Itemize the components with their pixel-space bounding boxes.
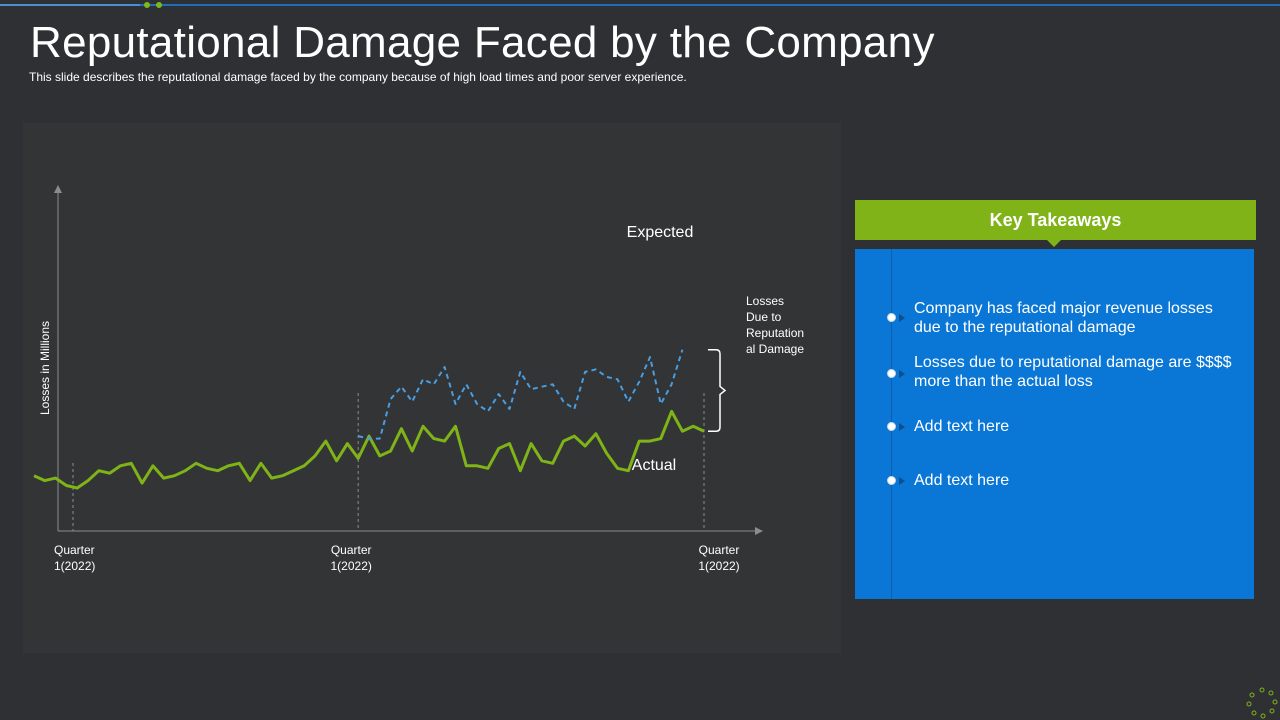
- x-axis-arrow-icon: [755, 527, 763, 535]
- bracket-label: Due to: [746, 310, 782, 324]
- takeaway-text: Add text here: [914, 418, 1010, 435]
- takeaway-text: Losses due to reputational damage are $$…: [914, 354, 1232, 390]
- top-accent-line: [0, 4, 1280, 6]
- bracket-label: Losses: [746, 294, 784, 308]
- loss-line-chart: Losses in Millions Quarter 1(2022) Quarter 1…: [33, 185, 804, 573]
- top-accent-dot: [156, 2, 162, 8]
- bullet-arrow-icon: [899, 314, 905, 322]
- chart-panel: Losses in Millions Quarter 1(2022) Quarter 1…: [23, 123, 841, 653]
- y-axis-arrow-icon: [54, 185, 62, 193]
- takeaway-text: Company has faced major revenue losses d…: [914, 300, 1213, 336]
- slide-title: Reputational Damage Faced by the Company: [30, 18, 935, 67]
- damage-bracket: [708, 348, 727, 432]
- bracket-label: al Damage: [746, 342, 804, 356]
- top-accent-line-left: [0, 4, 140, 6]
- y-axis-label: Losses in Millions: [38, 321, 52, 415]
- expected-series-label: Expected: [627, 224, 694, 241]
- bullet-dot-icon: [887, 369, 896, 378]
- slide-subtitle: This slide describes the reputational da…: [29, 70, 687, 84]
- key-takeaways-box: Company has faced major revenue losses d…: [855, 249, 1254, 599]
- x-tick-label: Quarter: [54, 543, 95, 557]
- top-accent-dot: [144, 2, 150, 8]
- actual-series-label: Actual: [632, 457, 676, 474]
- bullet-dot-icon: [887, 422, 896, 431]
- bullet-arrow-icon: [899, 423, 905, 431]
- x-tick-label: 1(2022): [54, 559, 95, 573]
- x-tick-label: 1(2022): [331, 559, 372, 573]
- bullet-dot-icon: [887, 476, 896, 485]
- bullet-arrow-icon: [899, 370, 905, 378]
- takeaway-text: Add text here: [914, 472, 1010, 489]
- x-tick-label: Quarter: [331, 543, 372, 557]
- bullet-dot-icon: [887, 313, 896, 322]
- corner-ring-icon: [1246, 687, 1278, 719]
- header-pointer: [1047, 240, 1061, 247]
- series-line-actual: [33, 409, 705, 490]
- x-tick-label: 1(2022): [698, 559, 739, 573]
- series-line-expected: [357, 349, 684, 440]
- x-tick-label: Quarter: [699, 543, 740, 557]
- key-takeaways-header: Key Takeaways: [855, 200, 1256, 240]
- bullet-arrow-icon: [899, 477, 905, 485]
- bracket-label: Reputation: [746, 326, 804, 340]
